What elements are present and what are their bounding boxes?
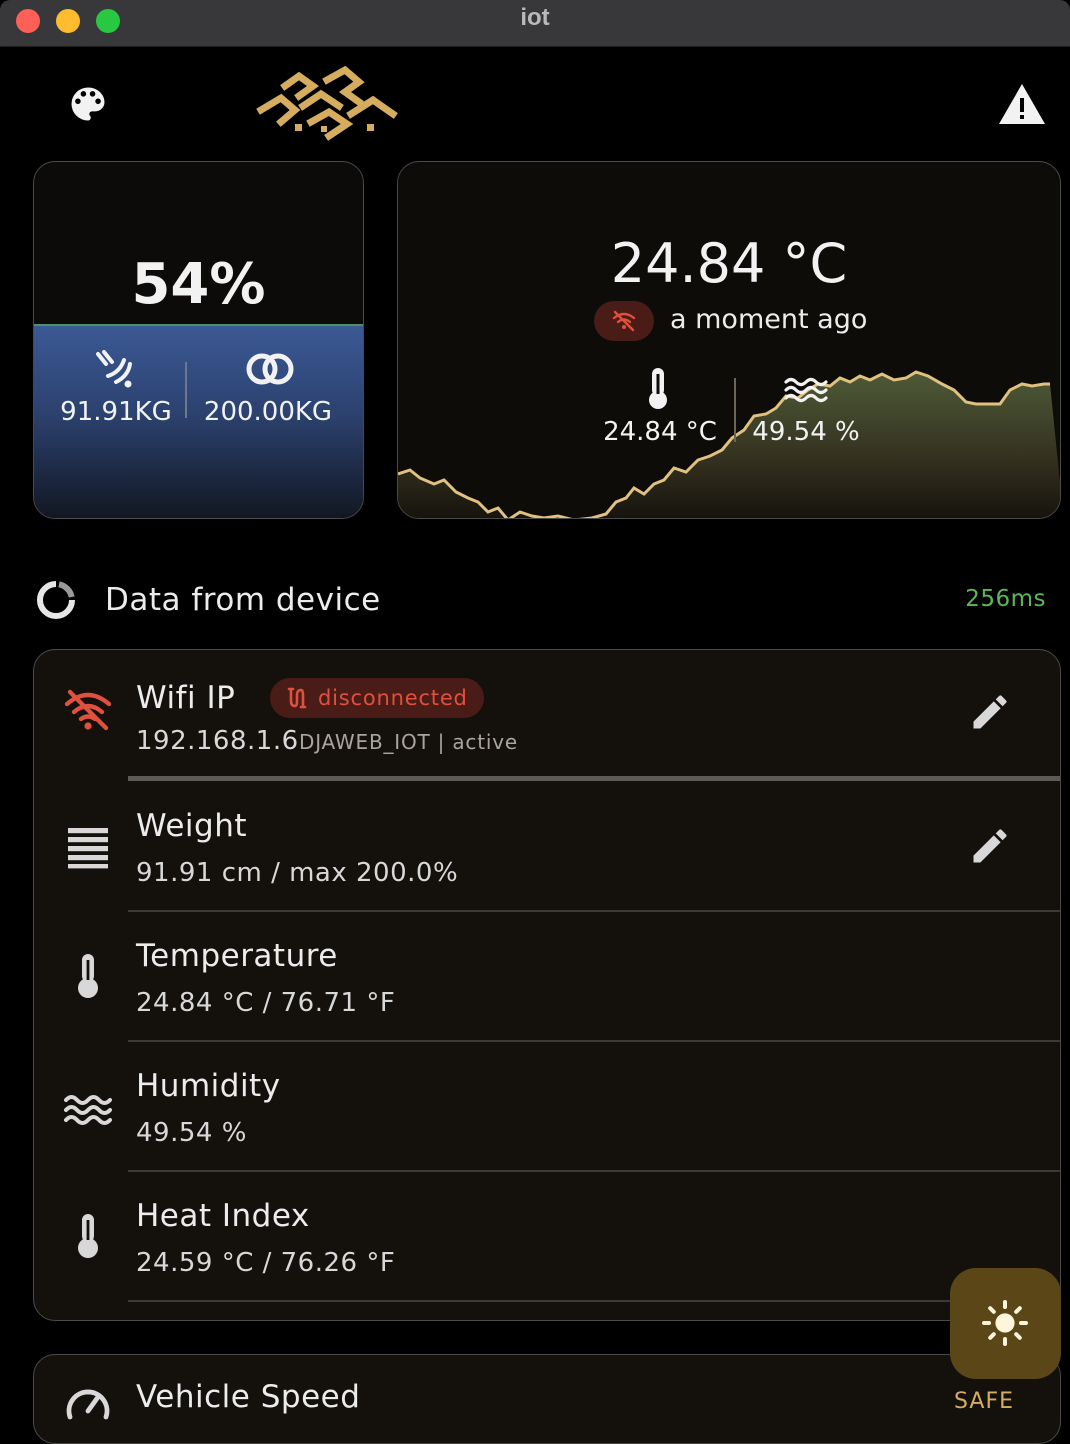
wifi-network: DJAWEB_IOT | active (299, 730, 518, 754)
wifi-ip: 192.168.1.6 (136, 726, 299, 756)
wifi-off-icon (64, 689, 112, 731)
edit-icon[interactable] (968, 824, 1012, 868)
humidity-waves-icon (784, 377, 828, 403)
connection-status-pill (594, 301, 654, 341)
theme-toggle-button[interactable] (950, 1268, 1061, 1379)
list-item-temperature[interactable]: Temperature 24.84 °C / 76.71 °F (34, 912, 1060, 1042)
level-divider (185, 362, 187, 418)
list-item-wifi[interactable]: Wifi IP disconnected 192.168.1.6 DJAWEB_… (34, 650, 1060, 781)
temperature-title: Temperature (136, 938, 338, 974)
window-titlebar: iot (0, 0, 1070, 47)
thermometer-icon (649, 368, 667, 409)
wifi-progress-bar (128, 776, 1060, 781)
row-divider (128, 910, 1060, 912)
scale-signal-icon (96, 350, 132, 388)
speedometer-icon (66, 1389, 110, 1420)
section-title: Data from device (105, 582, 381, 618)
thermometer-icon (78, 1214, 98, 1258)
wifi-title: Wifi IP (136, 680, 236, 716)
list-item-weight[interactable]: Weight 91.91 cm / max 200.0% (34, 782, 1060, 912)
sun-icon (982, 1300, 1028, 1346)
level-card: 54% 91.91KG 200.00KG (33, 161, 364, 519)
heat-index-reading: 24.59 °C / 76.26 °F (136, 1248, 396, 1278)
zoom-window-button[interactable] (96, 9, 120, 33)
status-badge-label: disconnected (318, 686, 468, 710)
weight-bars-icon (68, 828, 108, 869)
calligraphy-logo (256, 66, 398, 141)
level-fill (34, 323, 363, 518)
loading-spinner-icon (37, 580, 76, 619)
weight-title: Weight (136, 808, 248, 844)
temperature-reading: 24.84 °C / 76.71 °F (136, 988, 396, 1018)
climate-card: 24.84 °C a moment ago 24.84 °C 49.54 % (397, 161, 1061, 519)
current-weight: 91.91KG (60, 397, 172, 427)
list-item-heat-index[interactable]: Heat Index 24.59 °C / 76.26 °F (34, 1172, 1060, 1302)
edit-icon[interactable] (968, 690, 1012, 734)
speed-status: SAFE (954, 1389, 1014, 1414)
rings-icon (246, 353, 294, 385)
latency-readout: 256ms (965, 586, 1046, 612)
window-title: iot (520, 4, 550, 31)
list-item-humidity[interactable]: Humidity 49.54 % (34, 1042, 1060, 1172)
row-divider (128, 1040, 1060, 1042)
humidity-title: Humidity (136, 1068, 281, 1104)
minimize-window-button[interactable] (56, 9, 80, 33)
climate-divider (734, 378, 736, 442)
heat-index-title: Heat Index (136, 1198, 310, 1234)
close-window-button[interactable] (16, 9, 40, 33)
level-percent: 54% (131, 252, 266, 317)
chart-line (398, 370, 1050, 518)
humidity-value: 49.54 % (752, 417, 860, 447)
vehicle-speed-title: Vehicle Speed (136, 1379, 361, 1415)
palette-icon[interactable] (66, 82, 110, 126)
row-divider (128, 1300, 1060, 1302)
last-update: a moment ago (670, 304, 868, 335)
status-badge: disconnected (270, 678, 484, 718)
humidity-reading: 49.54 % (136, 1118, 247, 1148)
wifi-off-icon (612, 310, 636, 332)
current-temperature: 24.84 °C (610, 232, 848, 295)
warning-icon[interactable] (998, 82, 1046, 126)
temperature-trend-chart (398, 370, 1060, 518)
cable-icon (287, 687, 307, 709)
weight-value: 91.91 cm / max 200.0% (136, 858, 459, 888)
temperature-value: 24.84 °C (603, 417, 717, 447)
vehicle-speed-card[interactable]: Vehicle Speed SAFE (33, 1354, 1061, 1444)
thermometer-icon (78, 954, 98, 998)
humidity-waves-icon (64, 1095, 112, 1125)
device-data-list: Wifi IP disconnected 192.168.1.6 DJAWEB_… (33, 649, 1061, 1321)
row-divider (128, 1170, 1060, 1172)
max-weight: 200.00KG (203, 397, 333, 427)
chart-area (398, 372, 1060, 518)
